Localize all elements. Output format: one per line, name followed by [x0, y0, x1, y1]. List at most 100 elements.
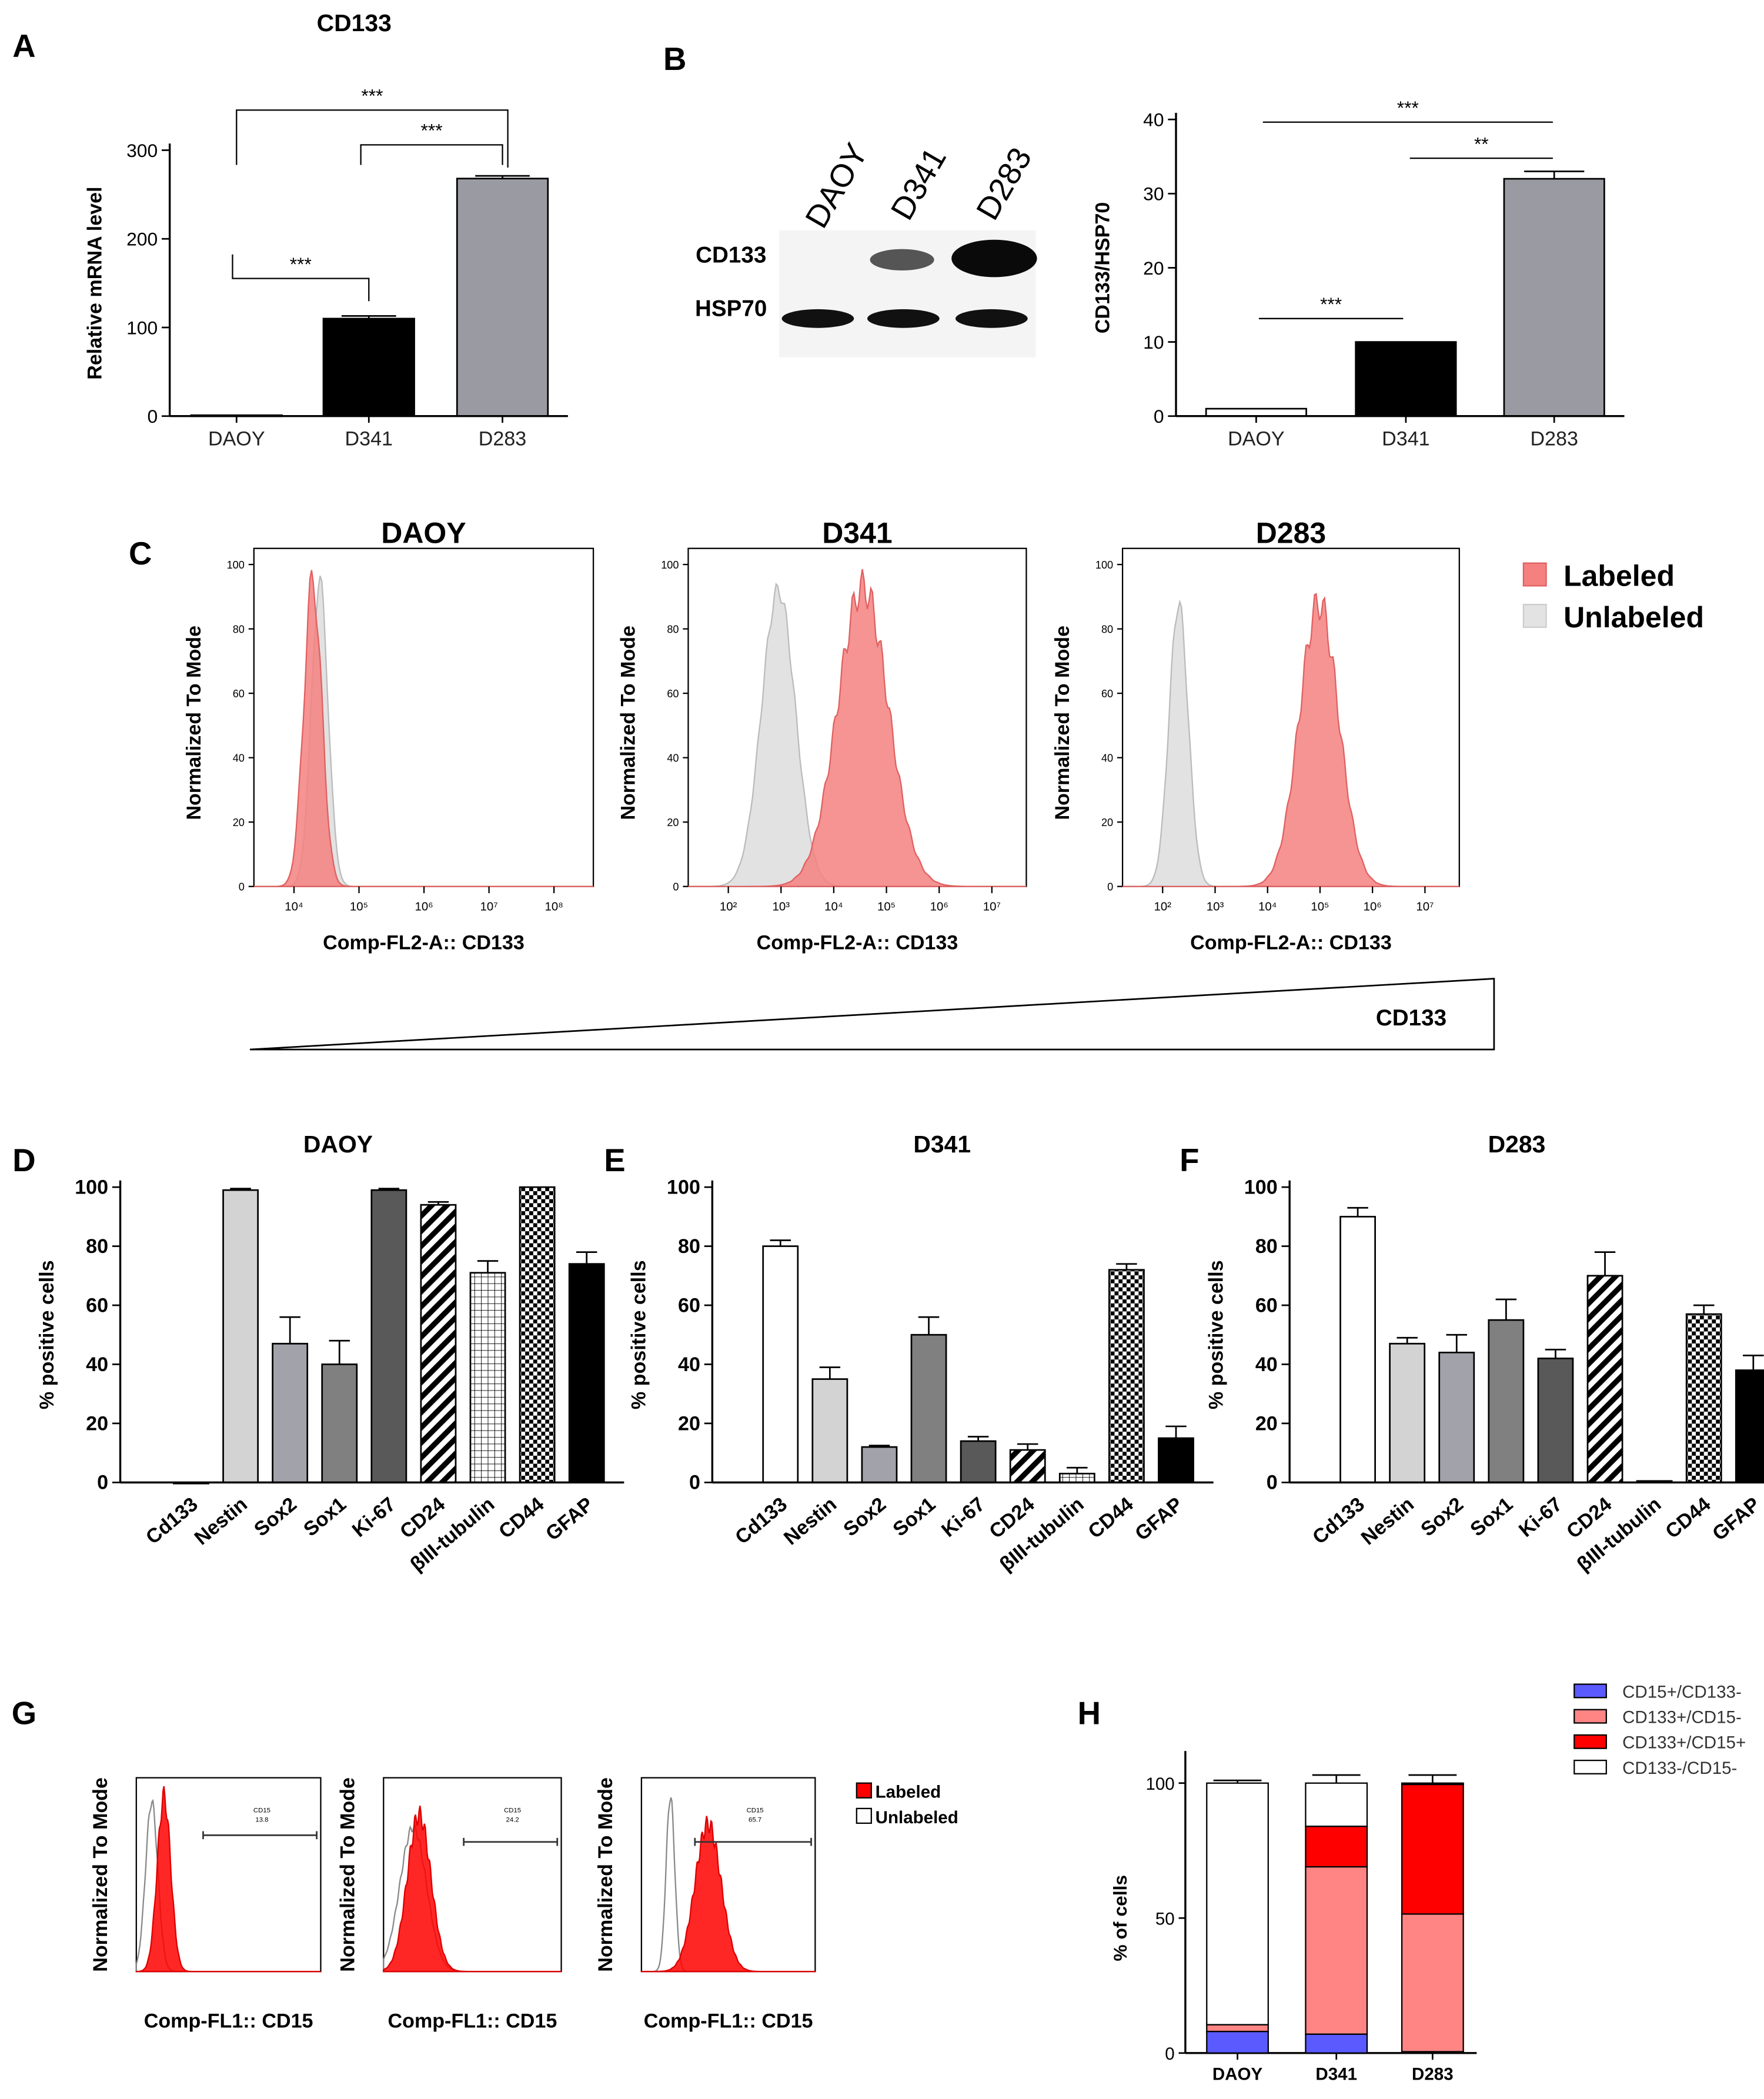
- stacked-bar-segment: [1206, 1782, 1269, 2026]
- gate-marker: [463, 1837, 559, 1846]
- error-bar: [1446, 1333, 1467, 1353]
- error-bar: [1165, 1425, 1187, 1439]
- y-axis-label: Normalized To Mode: [89, 1777, 112, 1972]
- y-tick-label: 0: [97, 1472, 108, 1494]
- bar: [1735, 1369, 1764, 1483]
- error-bar: [341, 315, 396, 319]
- y-tick-label: 0: [1107, 881, 1113, 893]
- gradient-label: CD133: [1376, 1005, 1446, 1031]
- blot-band-cd133-d341: [870, 249, 934, 270]
- y-tick-label: 20: [678, 1412, 700, 1435]
- legend-swatch-labeled: [856, 1782, 872, 1799]
- stacked-bar-segment: [1206, 2024, 1269, 2033]
- histogram: [253, 547, 594, 887]
- y-tick-label: 80: [233, 623, 245, 635]
- stacked-bar-segment: [1401, 1913, 1464, 2053]
- x-axis-label: Comp-FL2-A:: CD133: [757, 932, 958, 954]
- y-axis-label: % positive cells: [1205, 1260, 1228, 1409]
- stacked-bar-segment: [1305, 1826, 1368, 1868]
- y-tick-label: 80: [678, 1235, 700, 1258]
- x-tick-label: D341: [345, 428, 393, 450]
- bar: [469, 1272, 506, 1483]
- blot-lane-label: D283: [969, 142, 1038, 226]
- y-tick-label: 100: [227, 559, 245, 571]
- y-tick-label: 0: [1267, 1472, 1278, 1494]
- x-tick-label: D341: [1382, 428, 1429, 450]
- bar: [420, 1204, 457, 1483]
- bar: [456, 178, 549, 417]
- error-bar: [1213, 1779, 1262, 1783]
- stacked-bar-segment: [1401, 1782, 1464, 1786]
- y-tick-label: 40: [667, 752, 679, 764]
- error-bar: [1545, 1348, 1566, 1359]
- stacked-bar-segment: [1401, 1783, 1464, 1915]
- y-tick-label: 60: [1101, 688, 1113, 700]
- error-bar: [475, 175, 530, 179]
- histogram: [383, 1777, 562, 1973]
- y-tick-label: 40: [1101, 752, 1113, 764]
- bar: [222, 1189, 259, 1483]
- y-axis-label: % positive cells: [36, 1260, 58, 1409]
- y-tick-label: 100: [1145, 1774, 1174, 1794]
- x-tick-label: 10⁶: [930, 900, 948, 914]
- stacked-bar-segment: [1206, 2030, 1269, 2054]
- bar: [960, 1440, 997, 1483]
- x-tick-label: D283: [1412, 2064, 1454, 2084]
- labeled-histogram: [135, 1786, 321, 1973]
- chart-title: D341: [913, 1131, 971, 1158]
- x-tick-label: CD44: [1661, 1493, 1715, 1543]
- significance-bracket: [236, 109, 509, 168]
- error-bar: [427, 1201, 449, 1205]
- error-bar: [1396, 1336, 1418, 1344]
- legend-label: CD133-/CD15-: [1622, 1759, 1737, 1778]
- bar: [519, 1186, 556, 1483]
- y-tick-label: 80: [667, 623, 679, 635]
- y-tick-label: 50: [1155, 1910, 1175, 1929]
- x-tick-label: 10⁸: [544, 900, 563, 914]
- labeled-histogram: [688, 569, 1027, 887]
- legend-label: CD133+/CD15-: [1622, 1707, 1742, 1727]
- histogram: [640, 1777, 816, 1973]
- y-tick-label: 20: [667, 817, 679, 828]
- y-tick-label: 100: [1244, 1176, 1278, 1198]
- y-tick-label: 60: [86, 1294, 108, 1316]
- bar: [1488, 1319, 1525, 1483]
- legend-swatch-labeled: [1522, 562, 1547, 587]
- x-tick-label: 10³: [1207, 900, 1224, 914]
- error-bar: [378, 1188, 400, 1191]
- gate-label: CD15: [747, 1807, 764, 1814]
- y-tick-label: 40: [1143, 109, 1164, 131]
- gate-label: CD15: [253, 1807, 270, 1814]
- error-bar: [329, 1339, 350, 1365]
- histogram: [687, 547, 1027, 887]
- legend-label: Unlabeled: [876, 1808, 958, 1827]
- x-tick-label: GFAP: [542, 1493, 598, 1545]
- blot-band-hsp70: [867, 309, 940, 328]
- blot-row-label: HSP70: [695, 296, 767, 321]
- y-tick-label: 100: [75, 1176, 108, 1198]
- y-tick-label: 100: [661, 559, 679, 571]
- bar: [370, 1189, 407, 1483]
- x-tick-label: 10⁵: [877, 900, 896, 914]
- x-tick-label: DAOY: [1228, 428, 1285, 450]
- chart-title: CD133: [317, 9, 392, 36]
- histogram-title: D283: [1256, 517, 1327, 550]
- x-tick-label: 10⁴: [824, 900, 843, 914]
- legend-swatch: [1573, 1759, 1607, 1774]
- bar: [762, 1245, 799, 1483]
- labeled-histogram: [1122, 593, 1459, 887]
- bar: [1355, 341, 1457, 417]
- histogram-title: DAOY: [381, 517, 466, 550]
- legend-swatch: [1573, 1683, 1607, 1699]
- bar: [1438, 1352, 1475, 1483]
- x-tick-label: Sox1: [299, 1493, 350, 1540]
- x-tick-label: D283: [479, 428, 526, 450]
- y-tick-label: 0: [147, 406, 158, 427]
- bar: [1009, 1449, 1046, 1483]
- bar: [910, 1333, 947, 1483]
- blot-band-hsp70: [781, 309, 854, 328]
- y-axis-label: Normalized To Mode: [594, 1777, 617, 1972]
- bar: [1586, 1275, 1623, 1483]
- labeled-histogram: [383, 1806, 562, 1973]
- significance-label: ***: [1320, 293, 1342, 315]
